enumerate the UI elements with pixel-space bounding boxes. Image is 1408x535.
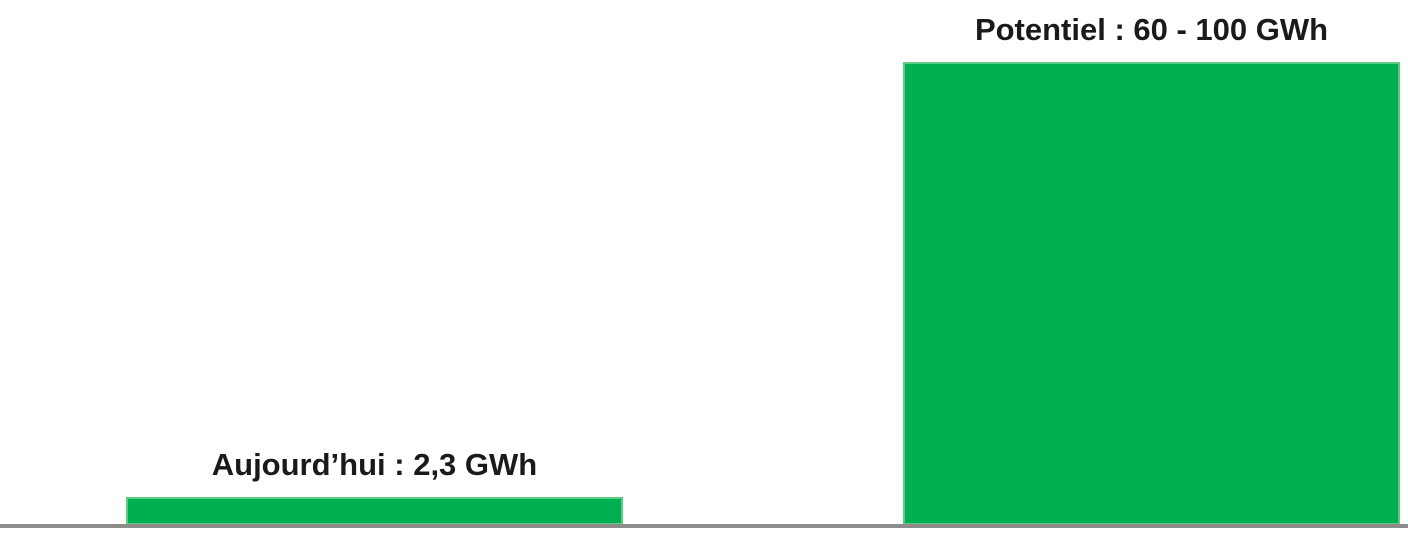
bar-aujourd-hui	[126, 497, 623, 525]
bar-potentiel	[903, 62, 1400, 525]
data-label-aujourd-hui: Aujourd’hui : 2,3 GWh	[212, 447, 537, 482]
data-label-potentiel: Potentiel : 60 - 100 GWh	[975, 12, 1328, 47]
bars-layer	[126, 62, 1400, 525]
data-labels-layer: Aujourd’hui : 2,3 GWh Potentiel : 60 - 10…	[212, 12, 1328, 482]
